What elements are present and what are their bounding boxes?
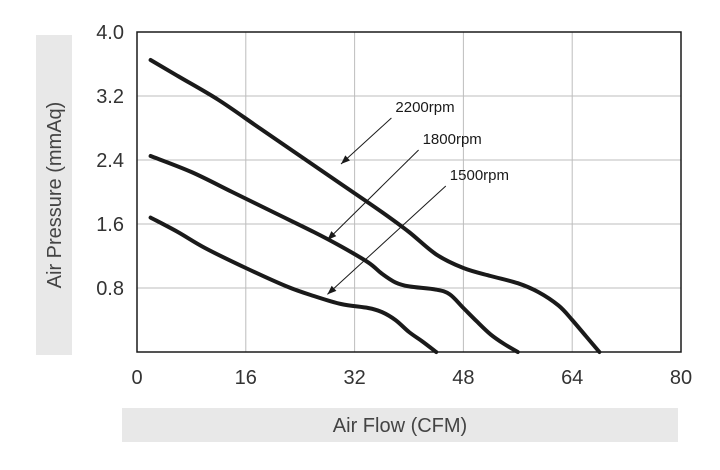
x-tick-label: 48 (452, 367, 474, 389)
y-tick-label: 4.0 (96, 22, 124, 44)
callout-label-1500rpm: 1500rpm (450, 167, 509, 184)
tick-labels: 0 16 32 48 64 80 0.8 1.6 2.4 3.2 4.0 (96, 22, 692, 389)
x-tick-label: 64 (561, 367, 583, 389)
callout-arrow-line (340, 117, 392, 165)
callout-label-2200rpm: 2200rpm (395, 99, 454, 116)
x-tick-label: 32 (343, 367, 365, 389)
callout-arrow-head (327, 231, 337, 240)
series-line-1800rpm (148, 154, 520, 354)
callout-arrow-line (327, 149, 419, 241)
series-curves (148, 58, 602, 354)
y-tick-label: 3.2 (96, 86, 124, 108)
y-label-bar (36, 35, 72, 355)
callout-arrow-head (327, 285, 337, 295)
y-tick-label: 2.4 (96, 150, 124, 172)
x-tick-label: 80 (670, 367, 692, 389)
plot-frame (136, 31, 682, 353)
grid (137, 32, 681, 352)
y-tick-label: 1.6 (96, 214, 124, 236)
series-line-2200rpm (148, 58, 602, 354)
x-axis-title: Air Flow (CFM) (333, 415, 467, 437)
callout-arrow-line (327, 185, 447, 295)
x-tick-label: 0 (131, 367, 142, 389)
y-axis-title: Air Pressure (mmAq) (44, 102, 66, 289)
y-tick-label: 0.8 (96, 278, 124, 300)
series-line-1500rpm (148, 215, 439, 354)
callouts: 2200rpm 1800rpm 1500rpm (327, 99, 509, 295)
x-label-bar (122, 408, 678, 442)
x-tick-label: 16 (235, 367, 257, 389)
callout-label-1800rpm: 1800rpm (423, 131, 482, 148)
callout-arrow-head (341, 155, 351, 164)
